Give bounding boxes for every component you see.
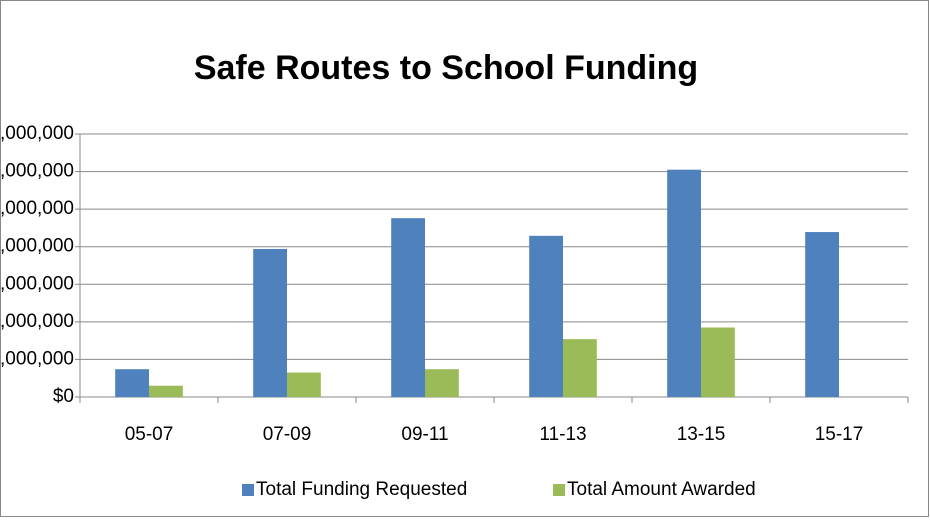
y-tick-label: $20,000,000 bbox=[0, 311, 74, 332]
bar bbox=[253, 248, 287, 397]
x-tick-label: 07-09 bbox=[263, 424, 312, 445]
y-tick-label: $50,000,000 bbox=[0, 198, 74, 219]
bar bbox=[805, 232, 839, 397]
legend-label: Total Amount Awarded bbox=[567, 479, 756, 500]
legend-swatch bbox=[242, 484, 254, 496]
y-tick-label: $70,000,000 bbox=[0, 123, 74, 144]
x-tick-label: 15-17 bbox=[815, 424, 864, 445]
y-tick-label: $0 bbox=[53, 386, 74, 407]
bar bbox=[115, 369, 149, 397]
y-tick-label: $10,000,000 bbox=[0, 348, 74, 369]
legend-swatch bbox=[553, 484, 565, 496]
y-tick-label: $40,000,000 bbox=[0, 236, 74, 257]
bar bbox=[287, 372, 321, 397]
bar bbox=[563, 339, 597, 397]
bar bbox=[529, 235, 563, 397]
bar bbox=[149, 385, 183, 397]
x-tick-label: 11-13 bbox=[539, 424, 586, 445]
x-tick-label: 09-11 bbox=[401, 424, 448, 445]
bar bbox=[667, 169, 701, 397]
bar bbox=[425, 369, 459, 397]
y-tick-label: $30,000,000 bbox=[0, 273, 74, 294]
bar bbox=[701, 327, 735, 397]
x-tick-label: 05-07 bbox=[125, 424, 174, 445]
bar bbox=[391, 218, 425, 397]
x-tick-label: 13-15 bbox=[677, 424, 726, 445]
chart-title: Safe Routes to School Funding bbox=[194, 49, 698, 87]
y-tick-label: $60,000,000 bbox=[0, 161, 74, 182]
legend-label: Total Funding Requested bbox=[256, 479, 467, 500]
